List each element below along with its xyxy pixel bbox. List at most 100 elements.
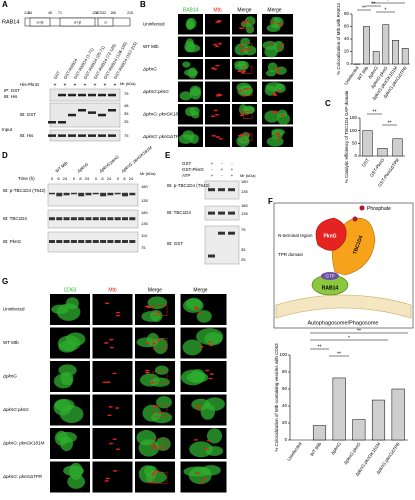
- bacterium: [104, 480, 109, 482]
- time-label: 8: [123, 176, 126, 181]
- cell: [185, 297, 202, 311]
- label: Input: [2, 127, 13, 132]
- row-label: WT Mtb: [3, 340, 19, 345]
- bacterium: [106, 381, 111, 383]
- band: [108, 134, 116, 137]
- column-header: Mtb: [213, 7, 222, 13]
- bar: [391, 388, 405, 441]
- residue: 24: [28, 11, 32, 15]
- band: [228, 211, 235, 215]
- band: [78, 93, 86, 97]
- band: [58, 121, 66, 124]
- pkng-shape: [315, 217, 347, 251]
- y-tick-label: 40: [344, 36, 350, 41]
- band: [92, 240, 99, 243]
- significance: **: [362, 5, 366, 11]
- bacterium: [276, 22, 281, 25]
- bacterium: [145, 369, 150, 372]
- domain-label: α+β: [37, 20, 45, 25]
- significance: **: [357, 328, 361, 334]
- cell: [204, 332, 223, 346]
- panel-letter: G: [2, 277, 8, 286]
- bacterium: [278, 24, 283, 27]
- significance: *: [387, 0, 389, 4]
- band: [129, 240, 136, 243]
- bacterium: [214, 45, 220, 48]
- bacterium: [216, 93, 222, 96]
- band: [70, 240, 77, 243]
- phosphate: [352, 216, 358, 222]
- band: [88, 111, 96, 114]
- sign: -: [231, 161, 233, 166]
- bacterium: [276, 137, 281, 139]
- cell: [58, 364, 77, 376]
- blot: [47, 183, 139, 207]
- bacterium: [202, 477, 208, 480]
- cell: [266, 24, 281, 32]
- band: [129, 192, 136, 196]
- cell: [67, 474, 85, 489]
- domain: [59, 17, 96, 27]
- label: RAB14: [322, 285, 339, 291]
- bacterium: [241, 21, 247, 23]
- time-label: 0: [73, 176, 76, 181]
- band: [78, 192, 85, 197]
- time-label: 24: [129, 176, 134, 181]
- band: [85, 240, 92, 243]
- bacterium: [105, 477, 110, 480]
- bar: [372, 51, 380, 65]
- bacterium: [104, 342, 109, 344]
- band: [218, 211, 225, 215]
- band: [48, 134, 56, 137]
- zoom-box: [152, 405, 168, 417]
- column-header: Merge: [267, 7, 281, 13]
- bacterium: [159, 445, 164, 448]
- column-header: Merge: [237, 7, 251, 13]
- mw-marker: 135: [241, 211, 248, 216]
- y-axis-label: % Colocalization of Mtb-containing vesic…: [274, 343, 279, 452]
- bacterium: [241, 70, 247, 73]
- band: [49, 217, 55, 221]
- bar: [392, 40, 399, 65]
- bacterium: [195, 472, 200, 474]
- time-label: 0: [95, 176, 98, 181]
- cell: [186, 17, 197, 29]
- y-tick-label: 80: [344, 11, 350, 16]
- bacterium: [237, 70, 242, 73]
- cell: [150, 377, 170, 387]
- residue: 18: [26, 11, 30, 15]
- row-label: Uninfected: [143, 21, 165, 26]
- sign: +: [114, 82, 117, 88]
- bacterium: [246, 134, 251, 137]
- zoom-box: [243, 43, 253, 52]
- cell: [155, 365, 169, 375]
- bacterium: [108, 406, 113, 408]
- column-header: Merge: [193, 287, 207, 293]
- significance: **: [388, 120, 392, 126]
- bacterium: [280, 114, 285, 117]
- cell: [185, 107, 196, 117]
- sign: +: [211, 161, 214, 166]
- column-header: CD63: [64, 287, 77, 293]
- bacterium: [112, 438, 117, 440]
- band: [228, 188, 235, 192]
- label: His-PknG: [20, 82, 40, 87]
- cell: [179, 91, 192, 101]
- cell: [206, 428, 223, 444]
- cell: [141, 311, 161, 322]
- x-tick-label: ΔpknG:pknG: [343, 441, 362, 465]
- band: [228, 231, 235, 235]
- residue: 1: [24, 11, 26, 15]
- cell: [205, 446, 224, 456]
- bacterium: [156, 339, 161, 342]
- y-tick-label: 0: [346, 61, 349, 66]
- zoom-box: [243, 65, 253, 74]
- bacterium: [239, 114, 244, 117]
- bacterium: [272, 112, 277, 114]
- group-label: WT Mtb: [54, 160, 69, 174]
- bacterium: [145, 342, 150, 344]
- sign: +: [231, 173, 234, 178]
- bacterium: [109, 338, 114, 341]
- y-tick-label: 0: [284, 437, 287, 442]
- band: [98, 93, 106, 97]
